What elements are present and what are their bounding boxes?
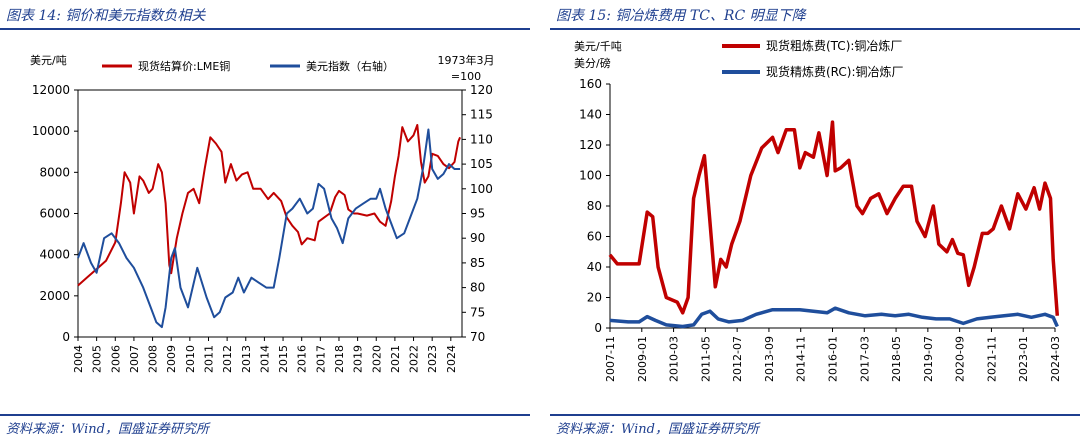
right-y-tick-label: 80 bbox=[470, 281, 485, 295]
x-tick-label: 2019 bbox=[352, 345, 365, 373]
x-tick-label: 2024-03 bbox=[1049, 336, 1062, 382]
left-y-tick-label: 12000 bbox=[32, 83, 70, 97]
legend-label: 美元指数（右轴） bbox=[306, 59, 394, 73]
legend-label: 现货结算价:LME铜 bbox=[138, 59, 230, 73]
left-y-tick-label: 4000 bbox=[39, 248, 70, 262]
y-tick-label: 140 bbox=[579, 108, 602, 122]
series-line-usd-index bbox=[77, 128, 461, 329]
right-y-tick-label: 70 bbox=[470, 330, 485, 344]
x-tick-label: 2023-01 bbox=[1017, 336, 1030, 382]
legend-label: 现货粗炼费(TC):铜冶炼厂 bbox=[766, 38, 902, 53]
left-axis-unit: 美元/吨 bbox=[30, 54, 67, 67]
x-tick-label: 2021 bbox=[389, 345, 402, 373]
x-tick-label: 2014 bbox=[258, 345, 271, 373]
x-tick-label: 2015 bbox=[277, 345, 290, 373]
left-y-tick-label: 6000 bbox=[39, 207, 70, 221]
x-tick-label: 2007 bbox=[128, 345, 141, 373]
left-y-tick-label: 2000 bbox=[39, 289, 70, 303]
series-line-tc bbox=[608, 120, 1060, 316]
legend-label: 现货精炼费(RC):铜冶炼厂 bbox=[766, 64, 904, 79]
y-tick-label: 100 bbox=[579, 169, 602, 183]
x-tick-label: 2011-05 bbox=[699, 336, 712, 382]
y-tick-label: 160 bbox=[579, 77, 602, 91]
x-tick-label: 2018 bbox=[333, 345, 346, 373]
chart-title: 图表 14: 铜价和美元指数负相关 bbox=[6, 8, 206, 24]
right-y-tick-label: 120 bbox=[470, 83, 493, 97]
right-axis-unit-line1: 1973年3月 bbox=[438, 53, 495, 67]
chart-panel-tc-rc: 图表 15: 铜冶炼费用 TC、RC 明显下降 美元/千吨 美分/磅 0 20 40… bbox=[550, 0, 1080, 442]
x-tick-label: 2008 bbox=[147, 345, 160, 373]
left-y-tick-label: 8000 bbox=[39, 165, 70, 179]
x-tick-label: 2020-09 bbox=[954, 336, 967, 382]
x-tick-label: 2017 bbox=[314, 345, 327, 373]
x-tick-label: 2012 bbox=[221, 345, 234, 373]
x-tick-label: 2024 bbox=[445, 345, 458, 373]
x-tick-label: 2017-03 bbox=[858, 336, 871, 382]
x-tick-label: 2020 bbox=[370, 345, 383, 373]
x-tick-label: 2021-11 bbox=[985, 336, 998, 382]
right-y-tick-label: 105 bbox=[470, 157, 493, 171]
y-axis-unit-line2: 美分/磅 bbox=[574, 56, 611, 70]
y-tick-label: 0 bbox=[594, 321, 602, 335]
x-tick-label: 2007-11 bbox=[604, 336, 617, 382]
x-tick-label: 2010 bbox=[184, 345, 197, 373]
x-tick-label: 2013-09 bbox=[763, 336, 776, 382]
x-tick-label: 2006 bbox=[109, 345, 122, 373]
x-tick-label: 2004 bbox=[72, 345, 85, 373]
right-y-tick-label: 75 bbox=[470, 305, 485, 319]
right-y-tick-label: 110 bbox=[470, 132, 493, 146]
right-y-tick-label: 85 bbox=[470, 256, 485, 270]
y-tick-label: 80 bbox=[587, 199, 602, 213]
chart-panel-copper-usd: 图表 14: 铜价和美元指数负相关 美元/吨 1973年3月 =100 0 200… bbox=[0, 0, 530, 442]
x-tick-label: 2014-11 bbox=[795, 336, 808, 382]
right-y-tick-label: 115 bbox=[470, 108, 493, 122]
x-tick-label: 2019-07 bbox=[922, 336, 935, 382]
left-y-tick-label: 10000 bbox=[32, 124, 70, 138]
x-tick-label: 2016 bbox=[296, 345, 309, 373]
right-y-tick-label: 100 bbox=[470, 182, 493, 196]
x-tick-label: 2023 bbox=[426, 345, 439, 373]
chart-source: 资料来源：Wind，国盛证券研究所 bbox=[556, 422, 759, 437]
copper-usd-chart: 美元/吨 1973年3月 =100 0 2000 4000 6000 8000 10000… bbox=[30, 53, 495, 373]
plot-frame bbox=[77, 89, 463, 338]
source-divider bbox=[0, 414, 530, 416]
x-tick-label: 2013 bbox=[240, 345, 253, 373]
tc-rc-chart: 美元/千吨 美分/磅 0 20 40 60 80 100 120 140 160 2007-11 2… bbox=[574, 38, 1062, 382]
x-tick-label: 2009 bbox=[165, 345, 178, 373]
x-tick-label: 2010-03 bbox=[668, 336, 681, 382]
source-divider bbox=[550, 414, 1080, 416]
x-tick-label: 2012-07 bbox=[731, 336, 744, 382]
x-tick-label: 2016-01 bbox=[827, 336, 840, 382]
x-tick-label: 2009-01 bbox=[636, 336, 649, 382]
x-tick-label: 2011 bbox=[202, 345, 215, 373]
y-tick-label: 40 bbox=[587, 260, 602, 274]
right-axis-unit-line2: =100 bbox=[451, 70, 481, 83]
x-tick-label: 2018-05 bbox=[890, 336, 903, 382]
chart-source: 资料来源：Wind，国盛证券研究所 bbox=[6, 422, 209, 437]
series-line-rc bbox=[609, 306, 1059, 329]
y-tick-label: 60 bbox=[587, 230, 602, 244]
title-divider bbox=[0, 28, 530, 30]
right-y-tick-label: 95 bbox=[470, 207, 485, 221]
chart-title: 图表 15: 铜冶炼费用 TC、RC 明显下降 bbox=[556, 8, 806, 24]
y-tick-label: 20 bbox=[587, 291, 602, 305]
right-y-tick-label: 90 bbox=[470, 231, 485, 245]
y-axis-unit-line1: 美元/千吨 bbox=[574, 40, 622, 53]
series-line-lme-copper bbox=[77, 124, 462, 287]
x-tick-label: 2005 bbox=[91, 345, 104, 373]
left-y-tick-label: 0 bbox=[62, 330, 70, 344]
title-divider bbox=[550, 28, 1080, 30]
x-tick-label: 2022 bbox=[408, 345, 421, 373]
y-tick-label: 120 bbox=[579, 138, 602, 152]
